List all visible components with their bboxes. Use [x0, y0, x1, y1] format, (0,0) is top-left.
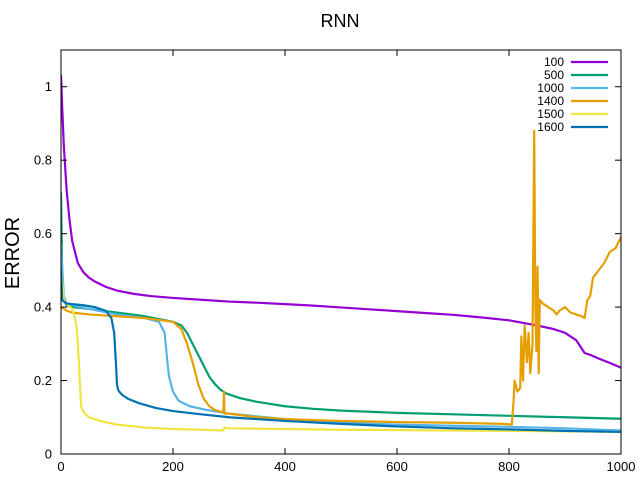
legend-label-100: 100: [544, 55, 564, 69]
series-line-100: [61, 74, 621, 369]
series-line-1600: [61, 269, 621, 434]
y-tick-label: 0.8: [34, 153, 52, 168]
x-tick-label: 600: [386, 459, 408, 474]
y-tick-label: 0.6: [34, 226, 52, 241]
y-tick-label: 1: [45, 79, 52, 94]
axes-layer: 0 200 400 600 800 1000 0 0.2 0.4 0.6 0.8 1: [34, 49, 636, 474]
y-tick-label: 0.4: [34, 300, 52, 315]
plot-frame: [60, 49, 622, 455]
y-tick-label: 0.2: [34, 373, 52, 388]
series-layer: [61, 74, 621, 434]
x-tick-label: 400: [274, 459, 296, 474]
legend-label-1500: 1500: [537, 107, 564, 121]
y-tick-label: 0: [45, 447, 52, 462]
legend-label-1000: 1000: [537, 81, 564, 95]
x-tick-label: 0: [57, 459, 64, 474]
legend-label-1600: 1600: [537, 120, 564, 134]
legend-label-500: 500: [544, 68, 564, 82]
legend-label-1400: 1400: [537, 94, 564, 108]
series-line-1400: [61, 129, 621, 426]
y-axis-label: ERROR: [2, 217, 24, 289]
x-tick-label: 1000: [607, 459, 636, 474]
x-tick-label: 200: [162, 459, 184, 474]
series-line-1000: [61, 243, 621, 432]
x-tick-label: 800: [498, 459, 520, 474]
series-line-1500: [61, 269, 621, 434]
chart-title: RNN: [321, 11, 360, 31]
